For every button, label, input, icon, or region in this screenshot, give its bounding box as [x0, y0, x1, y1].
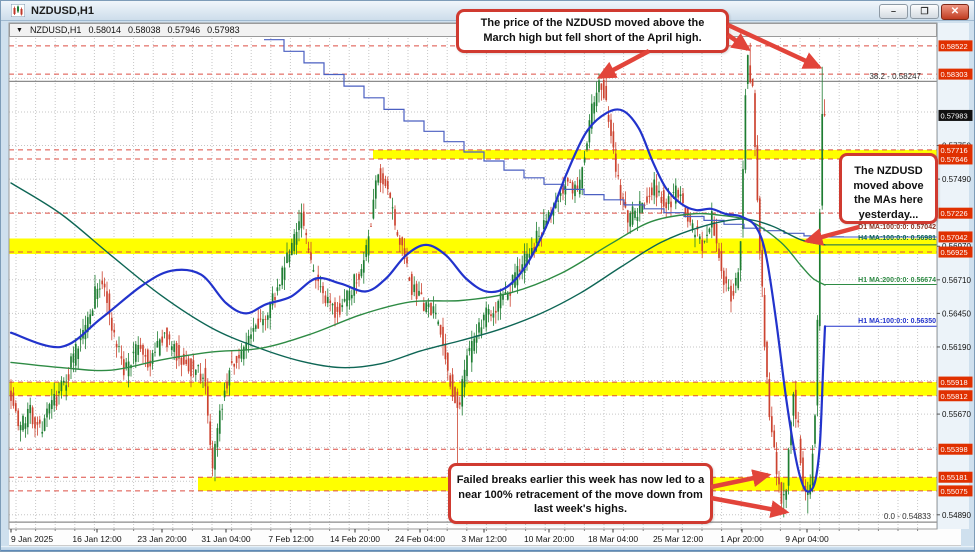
h4_ma_100[interactable]: [10, 182, 826, 369]
highlight-band[interactable]: [373, 149, 937, 159]
price-axis[interactable]: 0.577500.574900.569700.567100.564500.561…: [937, 40, 973, 520]
highlight-band[interactable]: [9, 238, 937, 254]
price-tag-value: 0.57042: [941, 233, 968, 242]
h4_ma_100-label: H4 MA:100:0:0: 0.56981: [858, 235, 936, 242]
price-tag: [938, 443, 973, 455]
window-bottom-frame: [1, 546, 974, 551]
price-label: 0.57490: [942, 175, 971, 184]
price-tag-value: 0.56925: [941, 248, 968, 257]
time-label: 9 Apr 04:00: [785, 534, 829, 544]
close-button[interactable]: ✕: [941, 4, 969, 20]
price-tag-value: 0.57983: [941, 111, 968, 120]
annotation-retracement[interactable]: Failed breaks earlier this week has now …: [448, 463, 713, 524]
plot-area[interactable]: [9, 23, 937, 529]
time-label: 23 Jan 20:00: [137, 534, 186, 544]
price-tag-value: 0.55918: [941, 378, 968, 387]
info-high: 0.58038: [128, 25, 161, 35]
price-tag-value: 0.58522: [941, 42, 968, 51]
fib-382-label: 38.2 - 0.58247: [869, 72, 921, 81]
time-label: 24 Feb 04:00: [395, 534, 445, 544]
price-tag: [938, 471, 973, 483]
price-tag: [938, 68, 973, 80]
price-label: 0.56450: [942, 309, 971, 318]
h1_ma_200-label: H1 MA:200:0:0: 0.56674: [858, 277, 936, 284]
time-label: 18 Mar 04:00: [588, 534, 638, 544]
price-label: 0.56710: [942, 276, 971, 285]
time-axis-panel[interactable]: [9, 529, 961, 546]
info-symbol: NZDUSD,H1: [29, 25, 82, 35]
d1_ma_100[interactable]: [264, 39, 844, 238]
price-tag: [938, 485, 973, 497]
price-tag-value: 0.55398: [941, 445, 968, 454]
time-label: 3 Mar 12:00: [461, 534, 507, 544]
time-label: 31 Jan 04:00: [201, 534, 250, 544]
time-axis[interactable]: 9 Jan 2025 16 Jan 12:00 23 Jan 20:00 31 Jan…: [10, 529, 919, 544]
h1_ma_200[interactable]: [10, 212, 826, 372]
collapse-arrow-icon[interactable]: ▼: [16, 26, 23, 34]
price-label: 0.54890: [942, 511, 971, 520]
price-tag: [938, 144, 973, 156]
price-label: 0.55670: [942, 410, 971, 419]
time-label: 1 Apr 20:00: [720, 534, 764, 544]
price-tag-value: 0.57716: [941, 146, 968, 155]
window-title: NZDUSD,H1: [31, 4, 94, 17]
price-tag-value: 0.57646: [941, 155, 968, 164]
price-tag: [938, 109, 973, 121]
time-label: 10 Mar 20:00: [524, 534, 574, 544]
h1_ma_100[interactable]: [9, 108, 827, 493]
info-low: 0.57946: [167, 25, 201, 35]
time-label: 9 Jan 2025: [11, 534, 53, 544]
time-label: 14 Feb 20:00: [330, 534, 380, 544]
price-label: 0.56190: [942, 343, 971, 352]
price-tag: [938, 153, 973, 165]
minimize-button[interactable]: –: [879, 4, 908, 19]
time-label: 25 Mar 12:00: [653, 534, 703, 544]
fib-0-label: 0.0 - 0.54833: [883, 512, 931, 521]
price-tag-value: 0.55812: [941, 392, 968, 401]
info-open: 0.58014: [88, 25, 121, 35]
app-icon: [11, 4, 25, 17]
price-tag: [938, 231, 973, 243]
price-tag-value: 0.55075: [941, 487, 968, 496]
time-label: 7 Feb 12:00: [268, 534, 314, 544]
price-tag-value: 0.58303: [941, 70, 968, 79]
price-tag: [938, 376, 973, 388]
grid: [9, 23, 937, 529]
annotation-march-high[interactable]: The price of the NZDUSD moved above the …: [456, 9, 729, 53]
time-label: 16 Jan 12:00: [72, 534, 121, 544]
highlight-band[interactable]: [9, 382, 937, 396]
price-tag-value: 0.55181: [941, 473, 968, 482]
d1_ma_100-label: D1 MA:100:0:0: 0.57042: [858, 224, 936, 231]
price-tag: [938, 207, 973, 219]
price-tag: [938, 390, 973, 402]
h1_ma_100-label: H1 MA:100:0:0: 0.56350: [858, 318, 936, 325]
price-tag: [938, 40, 973, 52]
info-close: 0.57983: [207, 25, 240, 35]
window-bottom-edge: [1, 550, 974, 551]
price-tag: [938, 246, 973, 258]
price-tag-value: 0.57226: [941, 209, 968, 218]
maximize-button[interactable]: ❐: [910, 4, 939, 19]
annotation-ma-cross[interactable]: The NZDUSD moved above the MAs here yest…: [839, 153, 938, 224]
